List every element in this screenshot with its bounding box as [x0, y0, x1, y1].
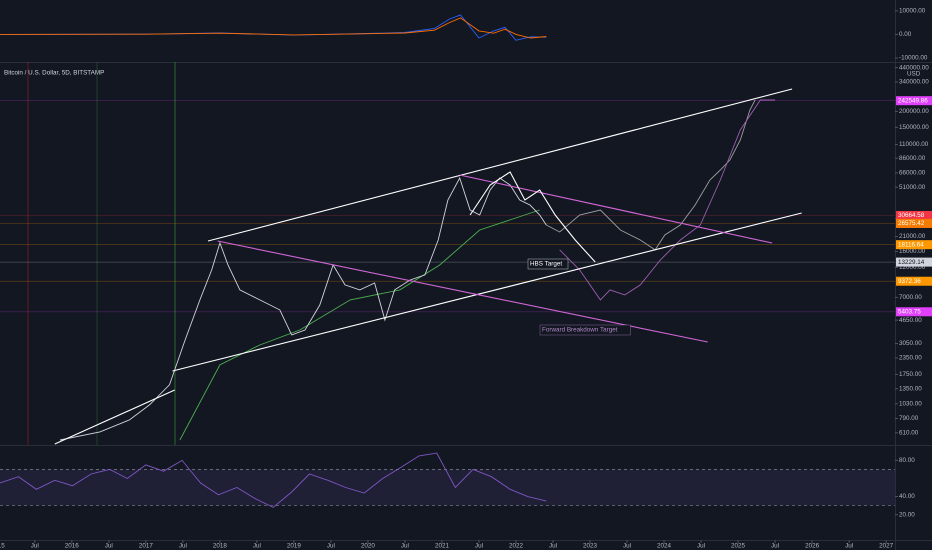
x-tick-label: Jul [327, 543, 335, 550]
x-tick-label: 2018 [213, 543, 228, 550]
y-tick-label: 7000.00 [899, 294, 922, 301]
y-tick-label: -10000.00 [899, 55, 928, 62]
x-tick-label: Jul [549, 543, 557, 550]
x-tick-label: 2024 [657, 543, 672, 550]
y-tick-label: 40.00 [899, 493, 915, 500]
annotation: Forward Breakdown Target [542, 327, 618, 334]
pane [0, 88, 895, 445]
series-line [0, 17, 547, 39]
price-label: 30664.58 [898, 212, 925, 219]
price-label-box [896, 240, 932, 250]
x-tick-label: 2021 [435, 543, 450, 550]
trend-line [54, 389, 175, 445]
x-tick-label: Jul [623, 543, 631, 550]
price-label-box [896, 307, 932, 317]
x-tick-label: 2019 [287, 543, 302, 550]
x-tick-label: 2023 [583, 543, 598, 550]
price-label: 9372.36 [898, 278, 921, 285]
y-tick-label: 21000.00 [899, 233, 926, 240]
y-tick-label: 86000.00 [899, 155, 926, 162]
y-tick-label: 20.00 [899, 511, 915, 518]
x-tick-label: Jul [179, 543, 187, 550]
y-tick-label: 0.00 [899, 31, 912, 38]
x-tick-label: 2017 [139, 543, 154, 550]
price-label-box [896, 218, 932, 228]
y-tick-label: 1350.00 [899, 385, 922, 392]
trend-line [207, 88, 793, 242]
x-tick-label: Jul [253, 543, 261, 550]
price-label: 242549.86 [898, 97, 928, 104]
x-tick-label: Jul [401, 543, 409, 550]
series-line [559, 99, 776, 301]
x-tick-label: Jul [475, 543, 483, 550]
y-tick-label: 80.00 [899, 457, 915, 464]
y-tick-label: 340000.00 [899, 79, 929, 86]
y-tick-label: 790.00 [899, 415, 919, 422]
rsi-band [0, 469, 895, 506]
y-tick-label: 10000.00 [899, 8, 926, 15]
y-tick-label: 4650.00 [899, 317, 922, 324]
series-line [59, 176, 547, 441]
y-tick-label: 1030.00 [899, 400, 922, 407]
x-tick-label: 2026 [805, 543, 820, 550]
y-tick-label: 110000.00 [899, 141, 929, 148]
symbol-title: Bitcoin / U.S. Dollar, 5D, BITSTAMP [4, 70, 104, 77]
pane [0, 14, 547, 41]
x-tick-label: 2015 [0, 543, 5, 550]
trend-line [459, 174, 773, 244]
annotation: HBS Target [530, 261, 562, 268]
price-label-box [896, 257, 932, 267]
price-label: 26575.42 [898, 220, 925, 227]
trend-line [469, 171, 596, 263]
x-tick-label: 2027 [879, 543, 894, 550]
y-tick-label: 2350.00 [899, 355, 922, 362]
y-tick-label: 3050.00 [899, 340, 922, 347]
annotation-box [539, 324, 631, 336]
x-tick-label: Jul [105, 543, 113, 550]
x-tick-label: 2016 [65, 543, 80, 550]
price-label: 18116.64 [898, 241, 924, 248]
x-tick-label: Jul [697, 543, 705, 550]
x-tick-label: Jul [845, 543, 853, 550]
x-tick-label: 2022 [509, 543, 524, 550]
x-tick-label: 2020 [361, 543, 376, 550]
price-label-box [896, 96, 932, 106]
y-tick-label: 200000.00 [899, 108, 929, 115]
series-line [0, 452, 547, 508]
y-tick-label: 12000.00 [899, 264, 926, 271]
price-label-box [896, 276, 932, 286]
series-line [546, 99, 756, 251]
y-tick-label: 16000.00 [899, 248, 926, 255]
y-tick-label: 610.00 [899, 430, 919, 437]
y-tick-label: 440000.00 [899, 64, 929, 71]
price-label: 5403.75 [898, 308, 921, 315]
currency-label: USD [907, 70, 921, 77]
trend-line [172, 212, 802, 372]
x-tick-label: Jul [771, 543, 779, 550]
y-tick-label: 51000.00 [899, 184, 926, 191]
x-tick-label: 2025 [731, 543, 746, 550]
price-label: 13229.14 [898, 259, 925, 266]
y-tick-label: 1750.00 [899, 371, 922, 378]
x-tick-label: Jul [31, 543, 39, 550]
y-tick-label: 150000.00 [899, 124, 929, 131]
series-line [179, 209, 540, 441]
pane [0, 452, 895, 508]
y-tick-label: 66000.00 [899, 170, 926, 177]
annotation-box [527, 258, 569, 270]
